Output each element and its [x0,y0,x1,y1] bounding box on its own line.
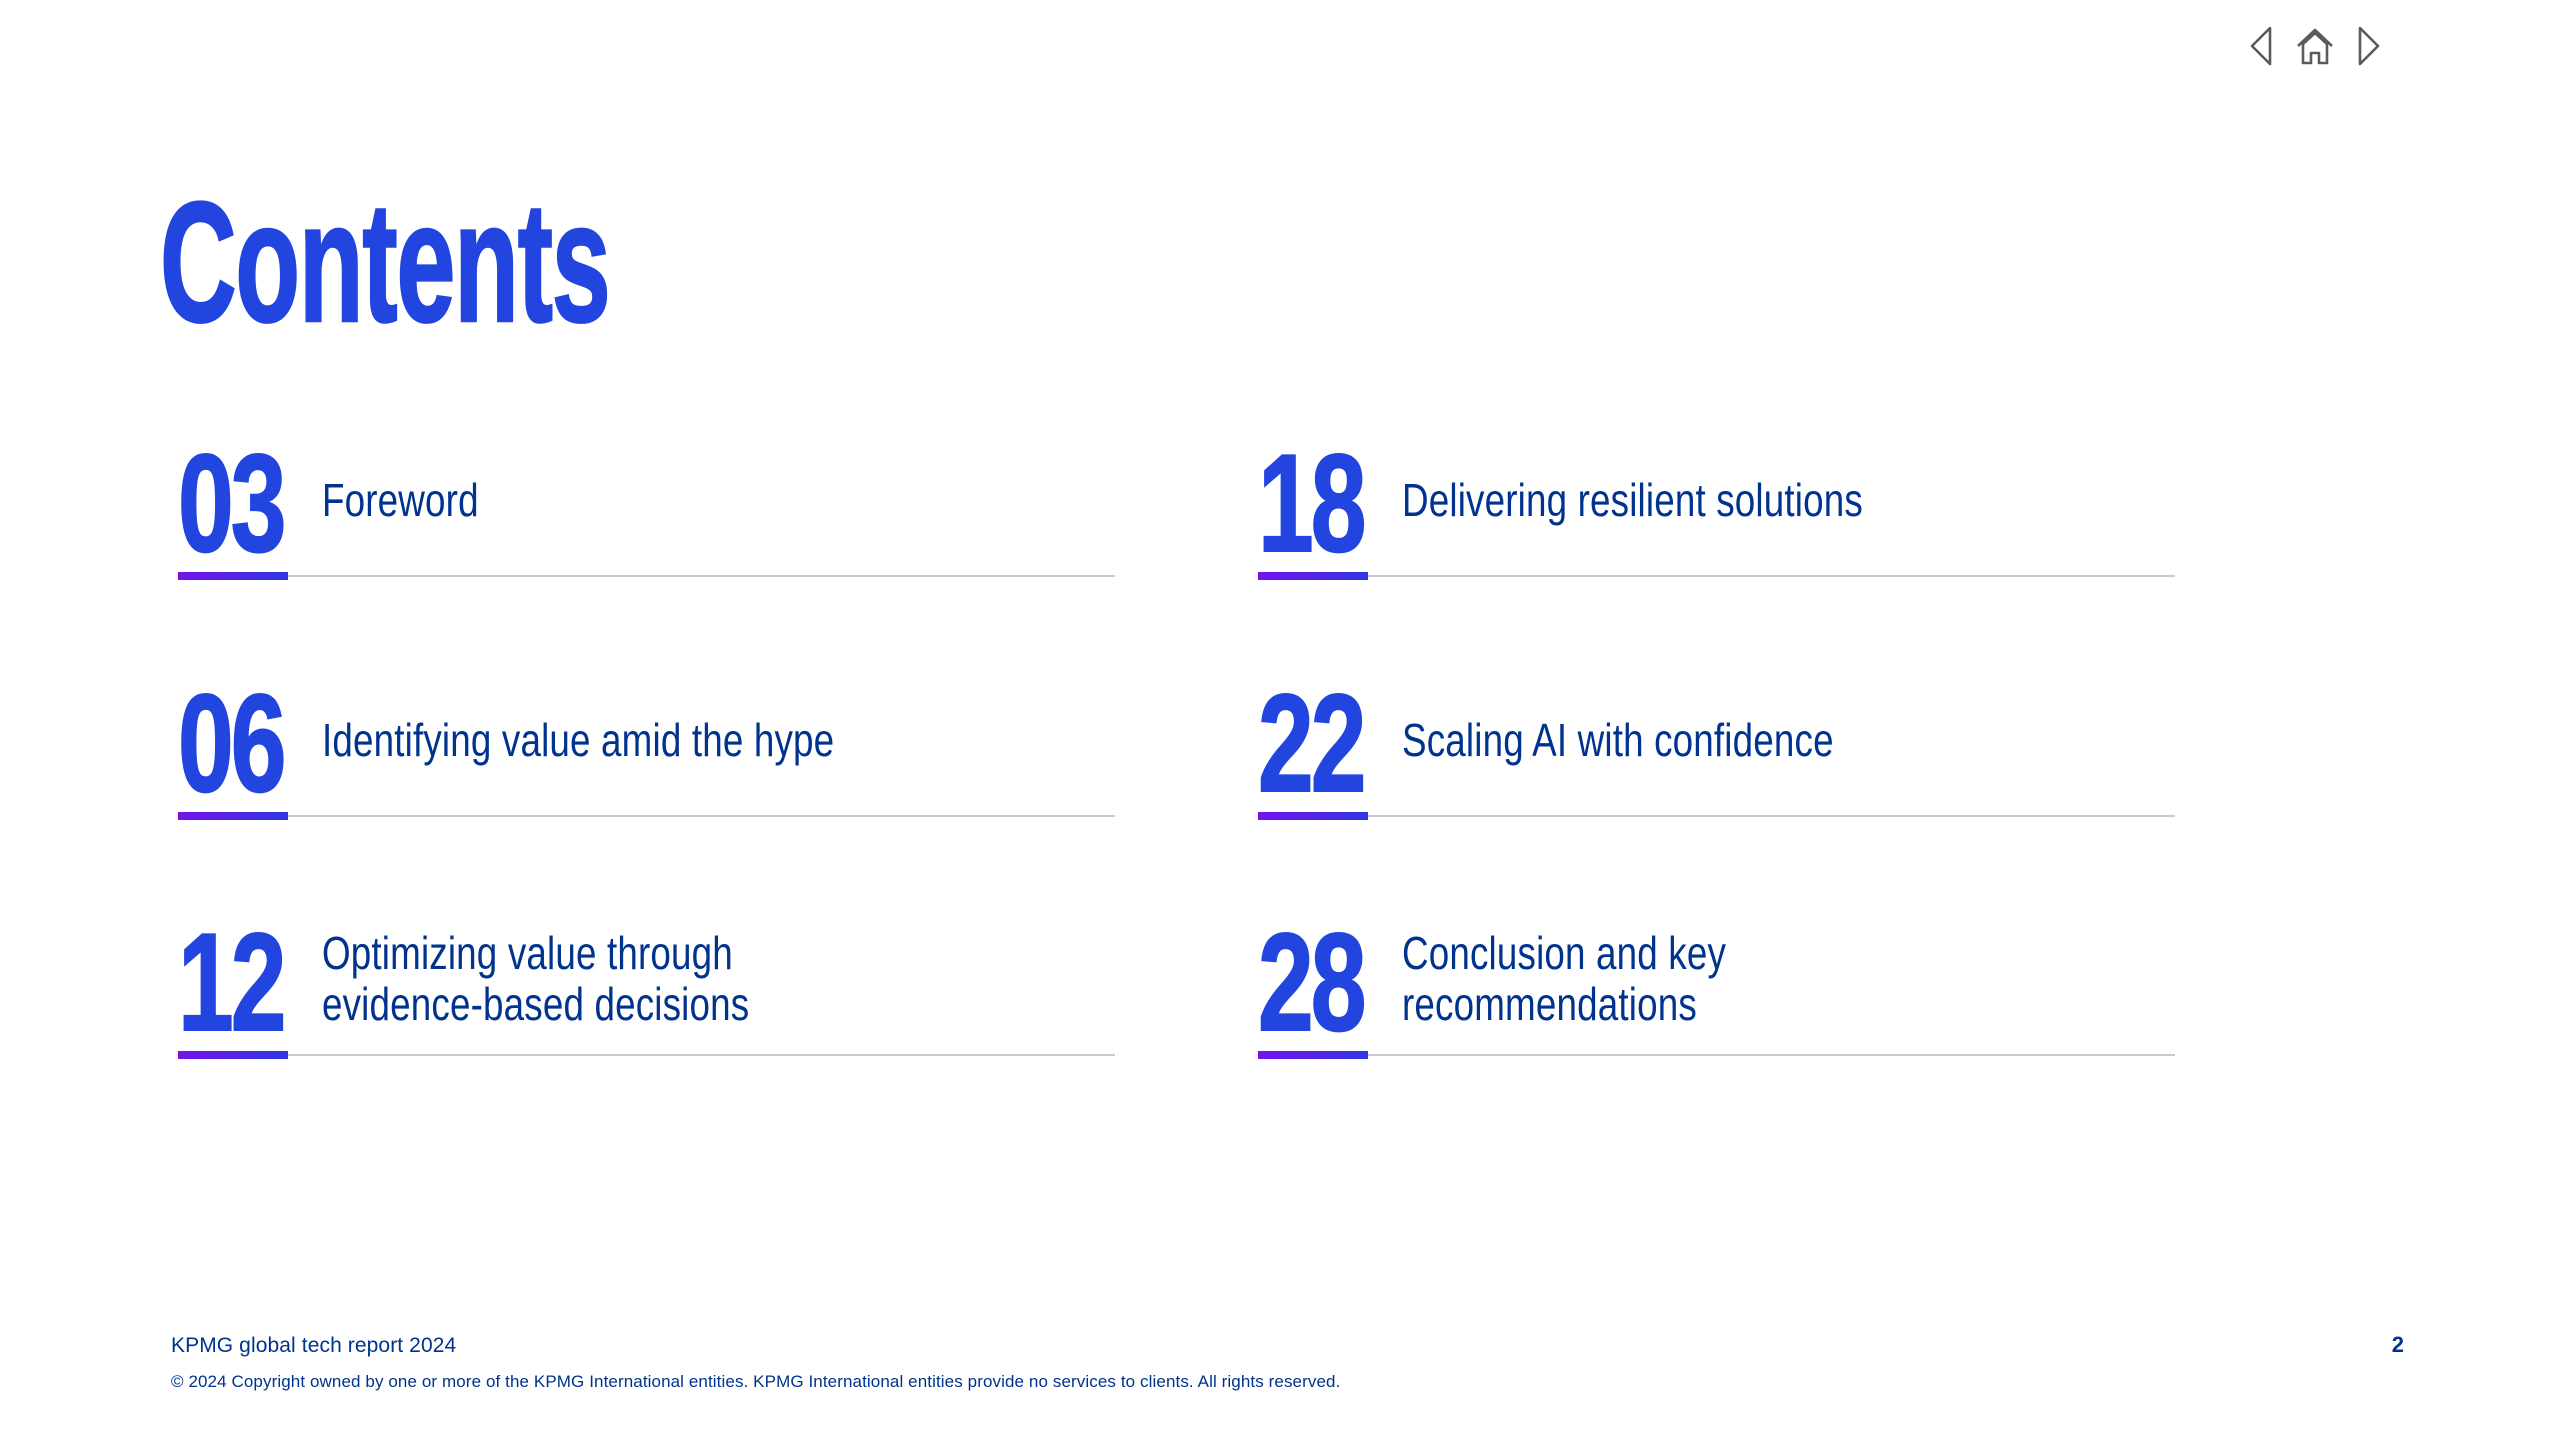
toc-entry-optimizing-value[interactable]: 12 Optimizing value through evidence-bas… [177,912,1115,1059]
entry-underline [178,1051,1115,1059]
entry-underline [178,572,1115,580]
entry-number: 03 [177,426,287,581]
footer-copyright: © 2024 Copyright owned by one or more of… [171,1372,1341,1391]
entry-title: Delivering resilient solutions [1402,473,1863,526]
entry-number: 18 [1257,426,1367,581]
entry-underline [178,812,1115,820]
entry-number: 12 [177,905,287,1060]
page-title: Contents [159,167,611,358]
entry-title: Foreword [322,473,479,526]
entry-title: Scaling AI with confidence [1402,713,1834,766]
back-icon [2250,26,2272,66]
entry-title: Conclusion and key recommendations [1402,927,1727,1030]
entry-underline [1258,812,2175,820]
entry-title: Optimizing value through evidence-based … [322,927,750,1030]
back-button[interactable] [2248,24,2274,68]
viewer-nav [2248,24,2382,68]
home-icon [2297,28,2333,65]
forward-button[interactable] [2356,24,2382,68]
forward-icon [2358,26,2380,66]
page-number: 2 [2391,1332,2404,1357]
entry-underline [1258,572,2175,580]
entry-number: 28 [1257,905,1367,1060]
toc-entry-conclusion[interactable]: 28 Conclusion and key recommendations [1257,912,2175,1059]
footer-report-name: KPMG global tech report 2024 [171,1334,457,1357]
toc-entry-scaling-ai[interactable]: 22 Scaling AI with confidence [1257,673,2175,820]
entry-number: 06 [177,666,287,821]
home-button[interactable] [2294,24,2336,68]
toc-entry-identifying-value[interactable]: 06 Identifying value amid the hype [177,673,1115,820]
toc-entry-delivering-resilient[interactable]: 18 Delivering resilient solutions [1257,433,2175,580]
entry-underline [1258,1051,2175,1059]
toc-entry-foreword[interactable]: 03 Foreword [177,433,1115,580]
entry-number: 22 [1257,666,1367,821]
entry-title: Identifying value amid the hype [322,713,835,766]
